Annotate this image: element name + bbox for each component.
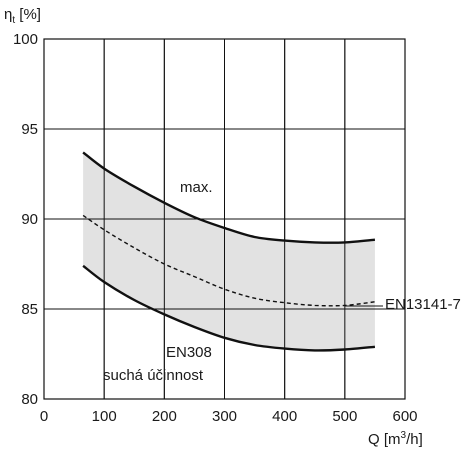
x-tick-label-200: 200 [152, 408, 177, 425]
plot-frame [43, 38, 406, 400]
series-line-en308 [82, 264, 376, 352]
y-tick-label-85: 85 [21, 301, 38, 318]
x-tick-label-100: 100 [92, 408, 117, 425]
max-annotation: max. [180, 179, 213, 196]
en13141-annotation: EN13141-7 [385, 296, 461, 313]
efficiency-band [44, 39, 405, 399]
x-axis-label-superscript: 3 [401, 430, 407, 441]
y-tick-label-90: 90 [21, 211, 38, 228]
series-line-en13141-7 [82, 214, 376, 307]
en308-annotation: EN308 [166, 344, 212, 361]
series-line-max [82, 151, 376, 244]
y-axis-label: ηt [%] [4, 6, 41, 26]
x-tick-label-500: 500 [332, 408, 357, 425]
x-axis-label-unit: /h] [406, 431, 423, 448]
tick-labels: 0 100 200 300 400 500 600 80 85 90 95 100 [13, 31, 418, 425]
x-tick-label-300: 300 [212, 408, 237, 425]
x-tick-label-600: 600 [392, 408, 417, 425]
x-axis-label-quantity: Q [m [368, 431, 401, 448]
y-axis-label-subscript: t [12, 15, 15, 26]
series-lines [82, 151, 376, 352]
x-tick-label-400: 400 [272, 408, 297, 425]
x-axis-label: Q [m3/h] [368, 430, 423, 448]
y-axis-label-unit: [%] [15, 6, 41, 23]
x-tick-label-0: 0 [40, 408, 48, 425]
dry-efficiency-annotation: suchá účinnost [103, 367, 204, 384]
y-tick-label-80: 80 [21, 391, 38, 408]
y-tick-label-95: 95 [21, 121, 38, 138]
efficiency-band-area [83, 152, 375, 351]
y-tick-label-100: 100 [13, 31, 38, 48]
y-axis-label-symbol: η [4, 6, 12, 23]
